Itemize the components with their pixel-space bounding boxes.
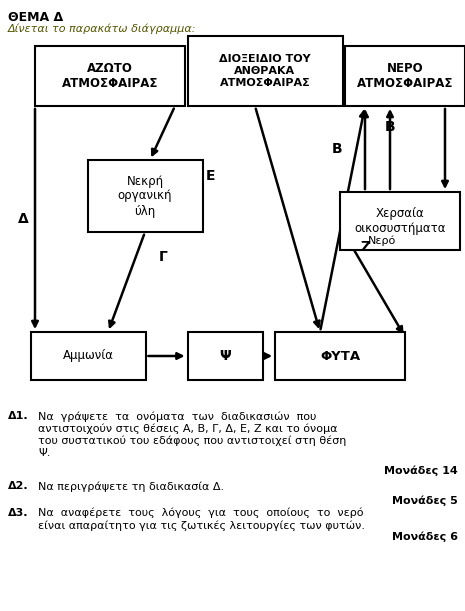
Text: ΔΙΟΞΕΙΔΙΟ ΤΟΥ
ΑΝΘΡΑΚΑ
ΑΤΜΟΣΦΑΙΡΑΣ: ΔΙΟΞΕΙΔΙΟ ΤΟΥ ΑΝΘΡΑΚΑ ΑΤΜΟΣΦΑΙΡΑΣ [219, 54, 311, 87]
Text: ΘΕΜΑ Δ: ΘΕΜΑ Δ [8, 11, 63, 24]
Text: Ψ: Ψ [219, 349, 231, 363]
Bar [35, 46, 185, 106]
Text: Νερό: Νερό [368, 236, 396, 246]
Text: Δ1.: Δ1. [8, 411, 29, 421]
Text: Δίνεται το παρακάτω διάγραμμα:: Δίνεται το παρακάτω διάγραμμα: [8, 24, 197, 34]
Text: Δ: Δ [18, 212, 28, 226]
Bar [340, 192, 460, 250]
Text: Να  γράψετε  τα  ονόματα  των  διαδικασιών  που
αντιστοιχούν στις θέσεις Α, Β, Γ: Να γράψετε τα ονόματα των διαδικασιών πο… [38, 411, 346, 458]
Text: Δ3.: Δ3. [8, 508, 28, 518]
Text: Μονάδες 14: Μονάδες 14 [384, 465, 458, 475]
Text: Β: Β [385, 120, 395, 134]
Bar [345, 46, 465, 106]
Bar [187, 332, 263, 380]
Bar [275, 332, 405, 380]
Bar [187, 36, 343, 106]
Text: Μονάδες 5: Μονάδες 5 [392, 495, 458, 505]
Text: ΑΖΩΤΟ
ΑΤΜΟΣΦΑΙΡΑΣ: ΑΖΩΤΟ ΑΤΜΟΣΦΑΙΡΑΣ [62, 62, 158, 90]
Text: Ζ: Ζ [360, 240, 370, 254]
Bar [31, 332, 146, 380]
Text: ΦΥΤΑ: ΦΥΤΑ [320, 349, 360, 362]
Text: Μονάδες 6: Μονάδες 6 [392, 531, 458, 541]
Text: Δ2.: Δ2. [8, 481, 29, 491]
Text: Β: Β [332, 142, 342, 156]
Text: Γ: Γ [159, 250, 167, 264]
Text: Χερσαία
οικοσυστήματα: Χερσαία οικοσυστήματα [354, 207, 446, 235]
Text: Να περιγράψετε τη διαδικασία Δ.: Να περιγράψετε τη διαδικασία Δ. [38, 481, 224, 491]
Bar [87, 160, 202, 232]
Text: Νεκρή
οργανική
ύλη: Νεκρή οργανική ύλη [118, 175, 172, 218]
Text: Ε: Ε [205, 169, 215, 183]
Text: Να  αναφέρετε  τους  λόγους  για  τους  οποίους  το  νερό
είναι απαραίτητο για τ: Να αναφέρετε τους λόγους για τους οποίου… [38, 508, 365, 531]
Text: Αμμωνία: Αμμωνία [62, 349, 113, 362]
Text: ΝΕΡΟ
ΑΤΜΟΣΦΑΙΡΑΣ: ΝΕΡΟ ΑΤΜΟΣΦΑΙΡΑΣ [357, 62, 453, 90]
